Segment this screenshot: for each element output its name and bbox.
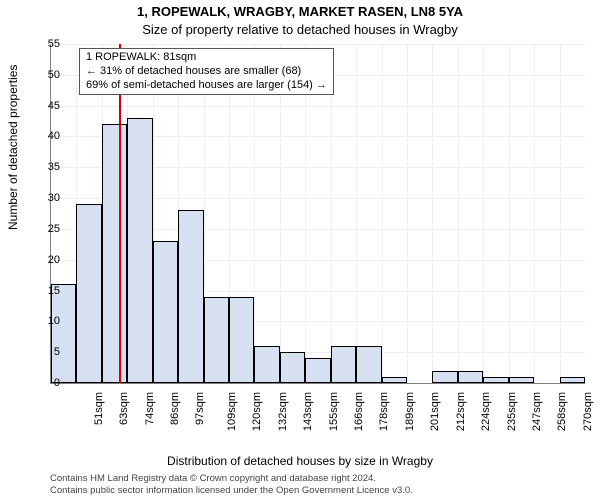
grid-line-v xyxy=(483,44,484,383)
y-tick-label: 30 xyxy=(36,192,60,204)
histogram-bar xyxy=(102,124,127,383)
histogram-bar xyxy=(305,358,330,383)
histogram-bar xyxy=(153,241,178,383)
y-tick-label: 45 xyxy=(36,100,60,112)
grid-line-v xyxy=(382,44,383,383)
histogram-bar xyxy=(432,371,457,383)
grid-line-v xyxy=(432,44,433,383)
x-tick-label: 63sqm xyxy=(118,392,130,425)
histogram-bar xyxy=(458,371,483,383)
histogram-bar xyxy=(76,204,101,383)
x-tick-label: 270sqm xyxy=(582,392,594,431)
grid-line-v xyxy=(534,44,535,383)
histogram-bar xyxy=(382,377,407,383)
x-tick-label: 109sqm xyxy=(226,392,238,431)
footer: Contains HM Land Registry data © Crown c… xyxy=(50,473,413,496)
histogram-bar xyxy=(127,118,152,383)
x-tick-label: 132sqm xyxy=(277,392,289,431)
histogram-bar xyxy=(204,297,229,383)
title-line-2: Size of property relative to detached ho… xyxy=(0,22,600,37)
x-tick-label: 235sqm xyxy=(506,392,518,431)
x-tick-label: 189sqm xyxy=(404,392,416,431)
annotation-line-3: 69% of semi-detached houses are larger (… xyxy=(86,79,327,93)
grid-line-v xyxy=(509,44,510,383)
footer-line-2: Contains public sector information licen… xyxy=(50,485,413,496)
histogram-bar xyxy=(229,297,254,383)
y-tick-label: 20 xyxy=(36,254,60,266)
x-tick-label: 97sqm xyxy=(194,392,206,425)
x-tick-label: 178sqm xyxy=(379,392,391,431)
x-tick-label: 212sqm xyxy=(455,392,467,431)
y-tick-label: 5 xyxy=(36,346,60,358)
grid-line-v xyxy=(356,44,357,383)
x-tick-label: 166sqm xyxy=(353,392,365,431)
title-line-1: 1, ROPEWALK, WRAGBY, MARKET RASEN, LN8 5… xyxy=(0,4,600,19)
histogram-bar xyxy=(178,210,203,383)
x-tick-label: 201sqm xyxy=(429,392,441,431)
x-tick-label: 86sqm xyxy=(169,392,181,425)
y-tick-label: 50 xyxy=(36,69,60,81)
y-tick-label: 25 xyxy=(36,223,60,235)
annotation-line-2: ← 31% of detached houses are smaller (68… xyxy=(86,65,327,79)
annotation-line-1: 1 ROPEWALK: 81sqm xyxy=(86,51,327,65)
footer-line-1: Contains HM Land Registry data © Crown c… xyxy=(50,473,413,484)
y-tick-label: 10 xyxy=(36,315,60,327)
annotation-box: 1 ROPEWALK: 81sqm ← 31% of detached hous… xyxy=(79,48,334,95)
y-tick-label: 35 xyxy=(36,161,60,173)
y-tick-label: 0 xyxy=(36,377,60,389)
grid-line-v xyxy=(407,44,408,383)
histogram-bar xyxy=(560,377,585,383)
x-tick-label: 74sqm xyxy=(144,392,156,425)
y-tick-label: 15 xyxy=(36,285,60,297)
x-axis-label: Distribution of detached houses by size … xyxy=(0,454,600,468)
y-tick-label: 40 xyxy=(36,130,60,142)
grid-line-h xyxy=(51,44,585,45)
histogram-bar xyxy=(254,346,279,383)
plot-area: 1 ROPEWALK: 81sqm ← 31% of detached hous… xyxy=(50,44,585,384)
histogram-bar xyxy=(483,377,508,383)
y-tick-label: 55 xyxy=(36,38,60,50)
y-axis-label: Number of detached properties xyxy=(6,65,20,230)
histogram-bar xyxy=(280,352,305,383)
x-tick-label: 224sqm xyxy=(480,392,492,431)
histogram-bar xyxy=(356,346,381,383)
x-tick-label: 143sqm xyxy=(302,392,314,431)
x-tick-label: 258sqm xyxy=(557,392,569,431)
x-tick-label: 247sqm xyxy=(531,392,543,431)
x-tick-label: 155sqm xyxy=(328,392,340,431)
grid-line-v xyxy=(458,44,459,383)
histogram-bar xyxy=(51,284,76,383)
histogram-bar xyxy=(509,377,534,383)
x-tick-label: 120sqm xyxy=(251,392,263,431)
grid-line-h xyxy=(51,106,585,107)
histogram-bar xyxy=(331,346,356,383)
chart-container: 1, ROPEWALK, WRAGBY, MARKET RASEN, LN8 5… xyxy=(0,0,600,500)
x-tick-label: 51sqm xyxy=(93,392,105,425)
grid-line-v xyxy=(560,44,561,383)
